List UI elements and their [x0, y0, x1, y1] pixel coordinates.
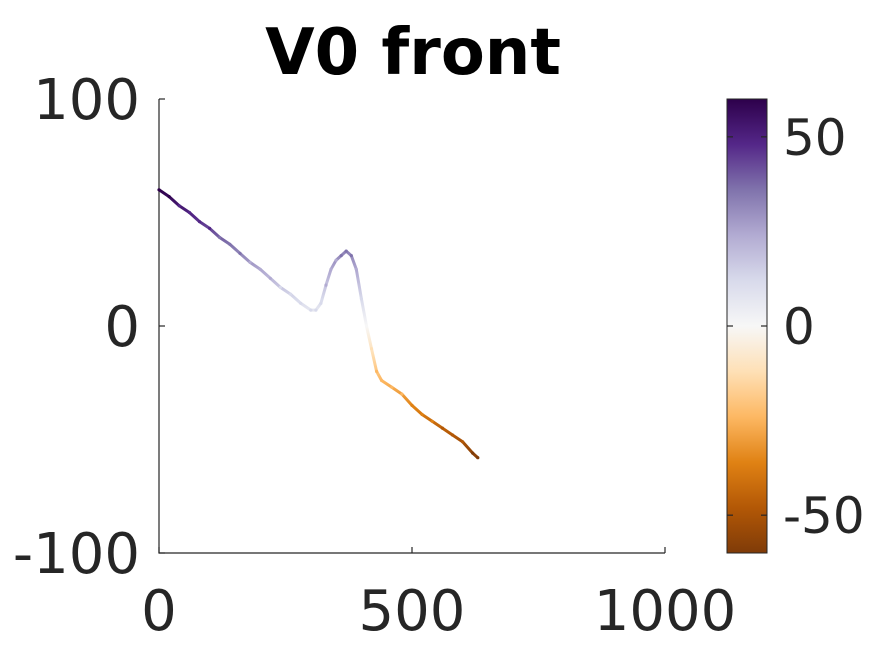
data-point [299, 301, 303, 305]
data-point [319, 301, 323, 305]
data-point [238, 251, 242, 255]
data-point [157, 188, 161, 192]
data-point [309, 308, 313, 312]
data-point [177, 204, 181, 208]
colorbar-tick-label: -50 [783, 487, 865, 545]
series-line [158, 188, 479, 459]
axes-box [158, 99, 665, 554]
x-axis: 0 500 1000 [141, 547, 736, 644]
data-point [208, 226, 212, 230]
chart-title: V0 front [265, 16, 561, 90]
data-point [329, 267, 333, 271]
data-point [314, 308, 318, 312]
y-axis: -100 0 100 [13, 68, 165, 587]
data-point [344, 249, 348, 253]
data-point [278, 285, 282, 289]
data-point [187, 210, 191, 215]
data-point [359, 297, 363, 301]
data-point [349, 254, 353, 258]
data-point [420, 412, 424, 417]
data-point [354, 267, 358, 271]
data-point [430, 419, 434, 423]
data-point [369, 347, 374, 351]
colorbar-tick-label: 0 [783, 298, 815, 356]
data-point [197, 220, 202, 224]
colorbar-gradient [726, 98, 768, 554]
data-point [400, 392, 404, 396]
colorbar-tick-label: 50 [783, 109, 847, 167]
data-point [476, 456, 480, 460]
data-point [461, 440, 465, 444]
colorbar-ticks: -50 0 50 [727, 109, 865, 545]
series-points [157, 188, 480, 460]
x-tick-label: 1000 [594, 579, 737, 644]
data-point [410, 403, 414, 407]
data-point [228, 242, 232, 246]
y-tick-label: -100 [13, 522, 140, 587]
data-point [450, 433, 455, 437]
data-point [390, 385, 394, 389]
data-point [258, 267, 262, 271]
data-point [218, 235, 222, 240]
x-tick-label: 0 [141, 579, 177, 644]
data-point [167, 195, 171, 199]
x-tick-label: 500 [359, 579, 466, 644]
data-point [324, 283, 328, 287]
data-point [380, 378, 384, 383]
data-point [440, 426, 444, 430]
data-point [364, 324, 369, 328]
data-point [289, 292, 293, 296]
y-tick-label: 100 [33, 68, 140, 133]
y-tick-label: 0 [104, 295, 140, 360]
data-point [248, 260, 252, 264]
data-point [268, 276, 272, 280]
data-point [339, 254, 343, 258]
colorbar: -50 0 50 [726, 98, 865, 554]
data-point [471, 451, 475, 455]
data-point [334, 258, 338, 262]
data-point [375, 369, 379, 373]
